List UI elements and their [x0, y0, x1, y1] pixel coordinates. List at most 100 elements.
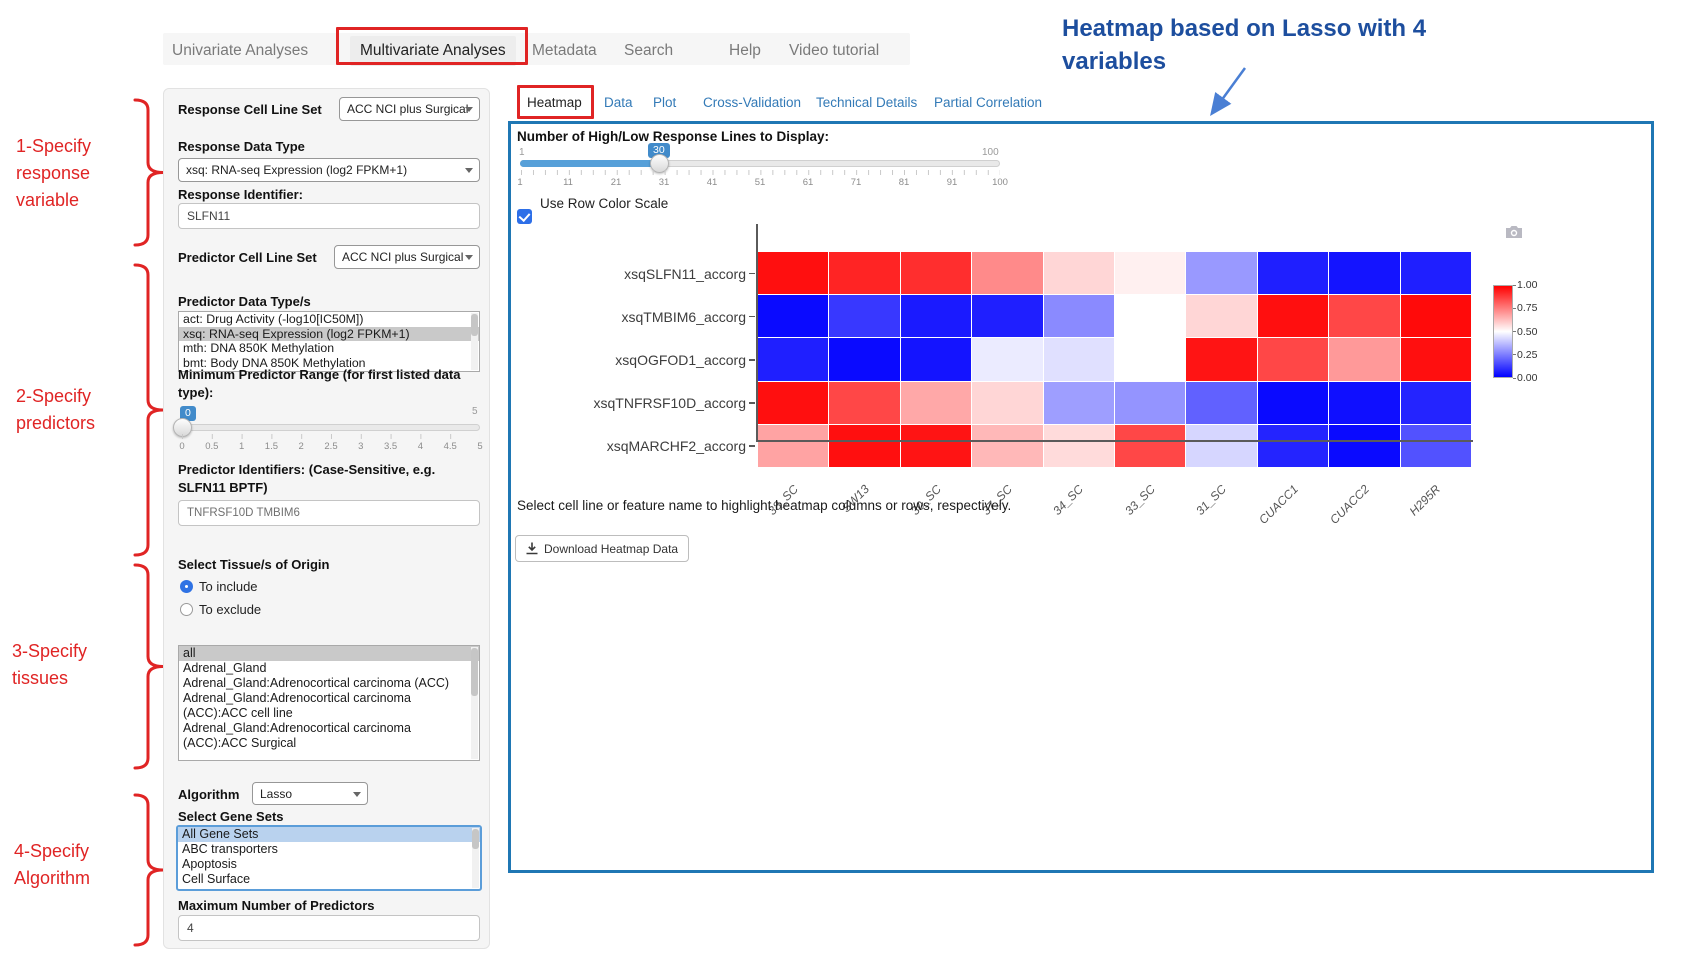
heatmap-cell-xsqTNFRSF10D_accorg-CUACC2[interactable]	[1329, 381, 1400, 424]
response-identifier-input[interactable]: SLFN11	[178, 203, 480, 229]
heatmap-cell-xsqOGFOD1_accorg-34_SC[interactable]	[1043, 338, 1114, 381]
list-item-abc-transporters[interactable]: ABC transporters	[182, 842, 278, 856]
heatmap-row-label-xsqtmbim6-accorg[interactable]: xsqTMBIM6_accorg	[621, 308, 746, 325]
predictor-identifiers-input[interactable]: TNFRSF10D TMBIM6	[178, 500, 480, 526]
scrollbar[interactable]	[471, 313, 478, 370]
heatmap-cell-xsqMARCHF2_accorg-CUACC2[interactable]	[1329, 424, 1400, 467]
response-cell-line-set-select[interactable]: ACC NCI plus Surgical	[339, 97, 480, 121]
heatmap-cell-xsqTNFRSF10D_accorg-33_SC[interactable]	[1115, 381, 1186, 424]
min-range-slider-track[interactable]	[180, 424, 480, 431]
heatmap-cell-xsqMARCHF2_accorg-SW13[interactable]	[829, 424, 900, 467]
heatmap-cell-xsqTMBIM6_accorg-H295R[interactable]	[1400, 295, 1471, 338]
list-item-adrenal-gland-adrenocortical-carcinoma-a[interactable]: Adrenal_Gland:Adrenocortical carcinoma (…	[183, 676, 450, 690]
tab-technical-details[interactable]: Technical Details	[816, 95, 918, 110]
heatmap-cell-xsqTMBIM6_accorg-38_SC[interactable]	[758, 295, 829, 338]
heatmap-cell-xsqTNFRSF10D_accorg-30_SC[interactable]	[900, 381, 972, 424]
camera-icon[interactable]	[1504, 224, 1524, 240]
list-item-xsq-rna-seq-expression-log2-fpkm-1[interactable]: xsq: RNA-seq Expression (log2 FPKM+1)	[179, 326, 479, 341]
scrollbar-thumb[interactable]	[471, 314, 478, 336]
heatmap-cell-xsqTNFRSF10D_accorg-H295R[interactable]	[1400, 381, 1471, 424]
heatmap-cell-xsqSLFN11_accorg-CUACC2[interactable]	[1329, 252, 1400, 295]
heatmap-cell-xsqSLFN11_accorg-H295R[interactable]	[1400, 252, 1471, 295]
heatmap-cell-xsqTMBIM6_accorg-CUACC2[interactable]	[1329, 295, 1400, 338]
heatmap-cell-xsqSLFN11_accorg-38_SC[interactable]	[758, 252, 829, 295]
heatmap-cell-xsqOGFOD1_accorg-SW13[interactable]	[829, 338, 900, 381]
heatmap-cell-xsqTMBIM6_accorg-SW13[interactable]	[829, 295, 900, 338]
heatmap-cell-xsqOGFOD1_accorg-31_SC[interactable]	[1186, 338, 1257, 381]
list-item-all-gene-sets[interactable]: All Gene Sets	[178, 827, 480, 842]
scrollbar[interactable]	[472, 828, 479, 888]
nav-search[interactable]: Search	[624, 42, 674, 59]
predictor-data-types-listbox[interactable]: act: Drug Activity (-log10[IC50M]) xsq: R…	[178, 311, 480, 372]
nav-help[interactable]: Help	[729, 42, 761, 59]
heatmap-cell-xsqSLFN11_accorg-31_SC[interactable]	[1186, 252, 1257, 295]
list-item-bmt-body-dna-850k-methylation[interactable]: bmt: Body DNA 850K Methylation	[183, 355, 366, 370]
tissue-include-label[interactable]: To include	[199, 579, 258, 594]
heatmap-cell-xsqSLFN11_accorg-CUACC1[interactable]	[1257, 252, 1329, 295]
heatmap-cell-xsqTNFRSF10D_accorg-38_SC[interactable]	[758, 381, 829, 424]
heatmap-cell-xsqMARCHF2_accorg-33_SC[interactable]	[1115, 424, 1186, 467]
heatmap-cell-xsqSLFN11_accorg-37_SC[interactable]	[972, 252, 1043, 295]
scrollbar-thumb[interactable]	[472, 829, 479, 849]
heatmap-cell-xsqTNFRSF10D_accorg-CUACC1[interactable]	[1257, 381, 1329, 424]
nav-metadata[interactable]: Metadata	[532, 42, 597, 59]
heatmap-cell-xsqOGFOD1_accorg-30_SC[interactable]	[900, 338, 972, 381]
list-item-act-drug-activity-log10-ic50m[interactable]: act: Drug Activity (-log10[IC50M])	[183, 312, 364, 326]
heatmap-row-label-xsqtnfrsf10d-accorg[interactable]: xsqTNFRSF10D_accorg	[593, 395, 747, 412]
heatmap-cell-xsqOGFOD1_accorg-38_SC[interactable]	[758, 338, 829, 381]
heatmap-cell-xsqMARCHF2_accorg-31_SC[interactable]	[1186, 424, 1257, 467]
row-color-scale-checkbox[interactable]	[517, 209, 532, 224]
list-item-adrenal-gland[interactable]: Adrenal_Gland	[183, 661, 267, 675]
heatmap-row-label-xsqslfn11-accorg[interactable]: xsqSLFN11_accorg	[624, 265, 746, 282]
heatmap-cell-xsqOGFOD1_accorg-CUACC1[interactable]	[1257, 338, 1329, 381]
heatmap-cell-xsqTMBIM6_accorg-30_SC[interactable]	[900, 295, 972, 338]
heatmap-cell-xsqOGFOD1_accorg-37_SC[interactable]	[972, 338, 1043, 381]
gene-sets-listbox[interactable]: All Gene Sets ABC transporters Apoptosis Ce…	[176, 825, 482, 891]
heatmap-row-label-xsqogfod1-accorg[interactable]: xsqOGFOD1_accorg	[615, 352, 746, 368]
heatmap-cell-xsqTNFRSF10D_accorg-34_SC[interactable]	[1043, 381, 1114, 424]
tab-heatmap[interactable]: Heatmap	[527, 95, 582, 110]
heatmap-cell-xsqSLFN11_accorg-33_SC[interactable]	[1115, 252, 1186, 295]
heatmap-cell-xsqSLFN11_accorg-30_SC[interactable]	[900, 252, 972, 295]
list-item-adrenal-gland-adrenocortical-carcinoma-a[interactable]: Adrenal_Gland:Adrenocortical carcinoma (…	[183, 721, 411, 750]
list-item-adrenal-gland-adrenocortical-carcinoma-a[interactable]: Adrenal_Gland:Adrenocortical carcinoma (…	[183, 691, 411, 720]
heatmap-row-label-xsqmarchf2-accorg[interactable]: xsqMARCHF2_accorg	[606, 438, 746, 455]
list-item-apoptosis[interactable]: Apoptosis	[182, 857, 237, 871]
predictor-cell-line-set-select[interactable]: ACC NCI plus Surgical	[334, 245, 480, 269]
nav-video-tutorial[interactable]: Video tutorial	[789, 42, 880, 59]
heatmap-cell-xsqOGFOD1_accorg-33_SC[interactable]	[1115, 338, 1186, 381]
tissue-include-radio[interactable]	[180, 580, 193, 593]
heatmap-cell-xsqTMBIM6_accorg-33_SC[interactable]	[1115, 295, 1186, 338]
heatmap-cell-xsqMARCHF2_accorg-30_SC[interactable]	[900, 424, 972, 467]
heatmap-cell-xsqMARCHF2_accorg-H295R[interactable]	[1400, 424, 1471, 467]
tab-partial-correlation[interactable]: Partial Correlation	[934, 95, 1043, 110]
heatmap-cell-xsqMARCHF2_accorg-34_SC[interactable]	[1043, 424, 1114, 467]
row-color-scale-label[interactable]: Use Row Color Scale	[540, 196, 669, 211]
heatmap-cell-xsqTNFRSF10D_accorg-31_SC[interactable]	[1186, 381, 1257, 424]
heatmap-cell-xsqTNFRSF10D_accorg-SW13[interactable]	[829, 381, 900, 424]
tab-cross-validation[interactable]: Cross-Validation	[703, 95, 802, 110]
heatmap-cell-xsqSLFN11_accorg-34_SC[interactable]	[1043, 252, 1114, 295]
nav-multivariate-analyses[interactable]: Multivariate Analyses	[350, 36, 516, 66]
tab-data[interactable]: Data	[604, 95, 633, 110]
heatmap-cell-xsqSLFN11_accorg-SW13[interactable]	[829, 252, 900, 295]
nav-univariate-analyses[interactable]: Univariate Analyses	[172, 42, 309, 59]
tissue-listbox[interactable]: all Adrenal_Gland Adrenal_Gland:Adrenocort…	[178, 645, 480, 761]
tissue-exclude-radio[interactable]	[180, 603, 193, 616]
heatmap-cell-xsqMARCHF2_accorg-CUACC1[interactable]	[1257, 424, 1329, 467]
heatmap-cell-xsqOGFOD1_accorg-CUACC2[interactable]	[1329, 338, 1400, 381]
algorithm-select[interactable]: Lasso	[252, 782, 368, 805]
response-data-type-select[interactable]: xsq: RNA-seq Expression (log2 FPKM+1)	[178, 158, 480, 182]
heatmap-cell-xsqMARCHF2_accorg-37_SC[interactable]	[972, 424, 1043, 467]
max-predictors-input[interactable]: 4	[178, 915, 480, 941]
heatmap-cell-xsqMARCHF2_accorg-38_SC[interactable]	[758, 424, 829, 467]
list-item-mth-dna-850k-methylation[interactable]: mth: DNA 850K Methylation	[183, 341, 335, 355]
heatmap-cell-xsqTMBIM6_accorg-31_SC[interactable]	[1186, 295, 1257, 338]
heatmap-cell-xsqTNFRSF10D_accorg-37_SC[interactable]	[972, 381, 1043, 424]
tissue-exclude-label[interactable]: To exclude	[199, 602, 262, 617]
heatmap-cell-xsqTMBIM6_accorg-CUACC1[interactable]	[1257, 295, 1329, 338]
heatmap-cell-xsqTMBIM6_accorg-34_SC[interactable]	[1043, 295, 1114, 338]
tab-plot[interactable]: Plot	[653, 95, 677, 110]
download-heatmap-data-button[interactable]: Download Heatmap Data	[515, 535, 690, 562]
heatmap-cell-xsqOGFOD1_accorg-H295R[interactable]	[1400, 338, 1471, 381]
